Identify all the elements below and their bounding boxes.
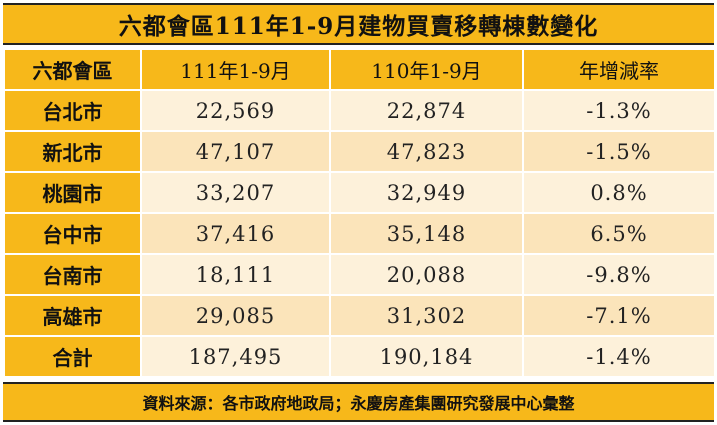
change-cell: -9.8% bbox=[522, 253, 716, 296]
change-cell: 6.5% bbox=[522, 212, 716, 255]
column-header-111: 111年1-9月 bbox=[140, 48, 331, 91]
region-cell: 高雄市 bbox=[3, 294, 142, 337]
value-cell-111: 18,111 bbox=[140, 253, 331, 296]
value-cell-110: 31,302 bbox=[329, 294, 524, 337]
table-row: 台北市 22,569 22,874 -1.3% bbox=[3, 89, 716, 132]
value-cell-111: 33,207 bbox=[140, 171, 331, 214]
table-row: 台南市 18,111 20,088 -9.8% bbox=[3, 253, 716, 296]
change-cell: 0.8% bbox=[522, 171, 716, 214]
column-header-110: 110年1-9月 bbox=[329, 48, 524, 91]
value-cell-111: 37,416 bbox=[140, 212, 331, 255]
value-cell-111: 47,107 bbox=[140, 130, 331, 173]
total-row: 合計 187,495 190,184 -1.4% bbox=[3, 335, 716, 378]
table-row: 桃園市 33,207 32,949 0.8% bbox=[3, 171, 716, 214]
value-cell-110: 20,088 bbox=[329, 253, 524, 296]
value-cell-110: 22,874 bbox=[329, 89, 524, 132]
table-row: 台中市 37,416 35,148 6.5% bbox=[3, 212, 716, 255]
region-cell: 台北市 bbox=[3, 89, 142, 132]
table-row: 高雄市 29,085 31,302 -7.1% bbox=[3, 294, 716, 337]
table-row: 新北市 47,107 47,823 -1.5% bbox=[3, 130, 716, 173]
header-row: 六都會區 111年1-9月 110年1-9月 年增減率 bbox=[3, 48, 716, 91]
value-cell-110: 47,823 bbox=[329, 130, 524, 173]
value-cell-110: 32,949 bbox=[329, 171, 524, 214]
column-header-change: 年增減率 bbox=[522, 48, 716, 91]
value-cell-111: 22,569 bbox=[140, 89, 331, 132]
value-cell-110: 190,184 bbox=[329, 335, 524, 378]
region-cell: 新北市 bbox=[3, 130, 142, 173]
region-cell: 台南市 bbox=[3, 253, 142, 296]
data-table: 六都會區 111年1-9月 110年1-9月 年增減率 台北市 22,569 2… bbox=[3, 48, 716, 378]
region-cell: 台中市 bbox=[3, 212, 142, 255]
source-note: 資料來源：各市政府地政局；永慶房產集團研究發展中心彙整 bbox=[3, 382, 714, 422]
value-cell-111: 29,085 bbox=[140, 294, 331, 337]
table-figure: 六都會區111年1-9月建物買賣移轉棟數變化 六都會區 111年1-9月 110… bbox=[3, 3, 716, 422]
column-header-region: 六都會區 bbox=[3, 48, 142, 91]
value-cell-111: 187,495 bbox=[140, 335, 331, 378]
change-cell: -7.1% bbox=[522, 294, 716, 337]
table-title: 六都會區111年1-9月建物買賣移轉棟數變化 bbox=[3, 3, 714, 45]
change-cell: -1.4% bbox=[522, 335, 716, 378]
change-cell: -1.5% bbox=[522, 130, 716, 173]
value-cell-110: 35,148 bbox=[329, 212, 524, 255]
change-cell: -1.3% bbox=[522, 89, 716, 132]
region-cell: 桃園市 bbox=[3, 171, 142, 214]
region-cell: 合計 bbox=[3, 335, 142, 378]
